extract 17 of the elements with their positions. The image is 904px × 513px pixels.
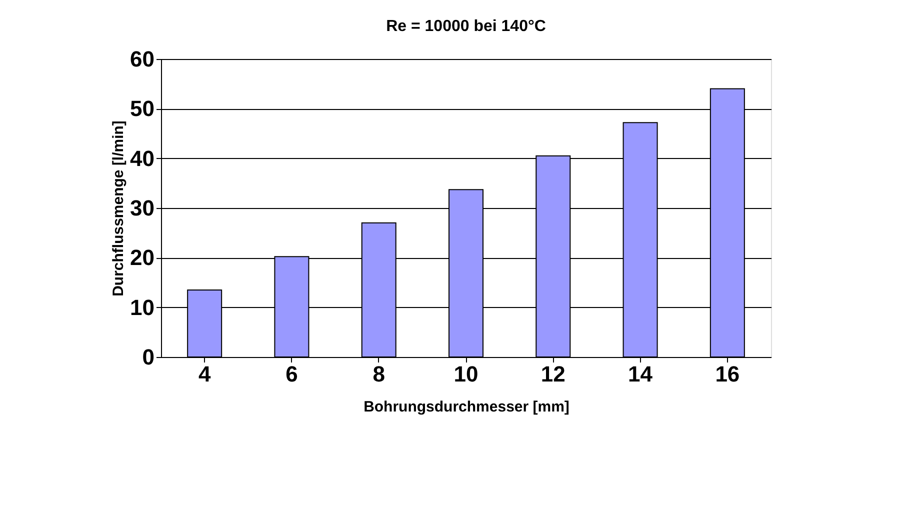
- y-tick-label: 60: [130, 46, 154, 72]
- y-tick-label: 30: [130, 196, 154, 220]
- x-tick-label: 6: [286, 362, 298, 386]
- y-axis-title: Durchflussmenge [l/min]: [110, 120, 128, 296]
- x-tick-label: 10: [454, 362, 478, 386]
- x-tick-label: 16: [715, 362, 740, 386]
- chart-title: Re = 10000 bei 140°C: [386, 18, 546, 35]
- y-tick-label: 0: [142, 344, 154, 370]
- x-tick-label: 8: [372, 362, 385, 386]
- y-tick-label: 40: [130, 146, 154, 171]
- x-tick-label: 14: [628, 362, 654, 386]
- x-tick-label: 12: [540, 362, 566, 386]
- y-tick-label: 50: [130, 96, 154, 122]
- x-axis-title: Bohrungsdurchmesser [mm]: [364, 398, 570, 416]
- y-tick-label: 20: [130, 245, 154, 270]
- x-tick-label: 4: [198, 362, 212, 386]
- y-tick-label: 10: [130, 294, 154, 320]
